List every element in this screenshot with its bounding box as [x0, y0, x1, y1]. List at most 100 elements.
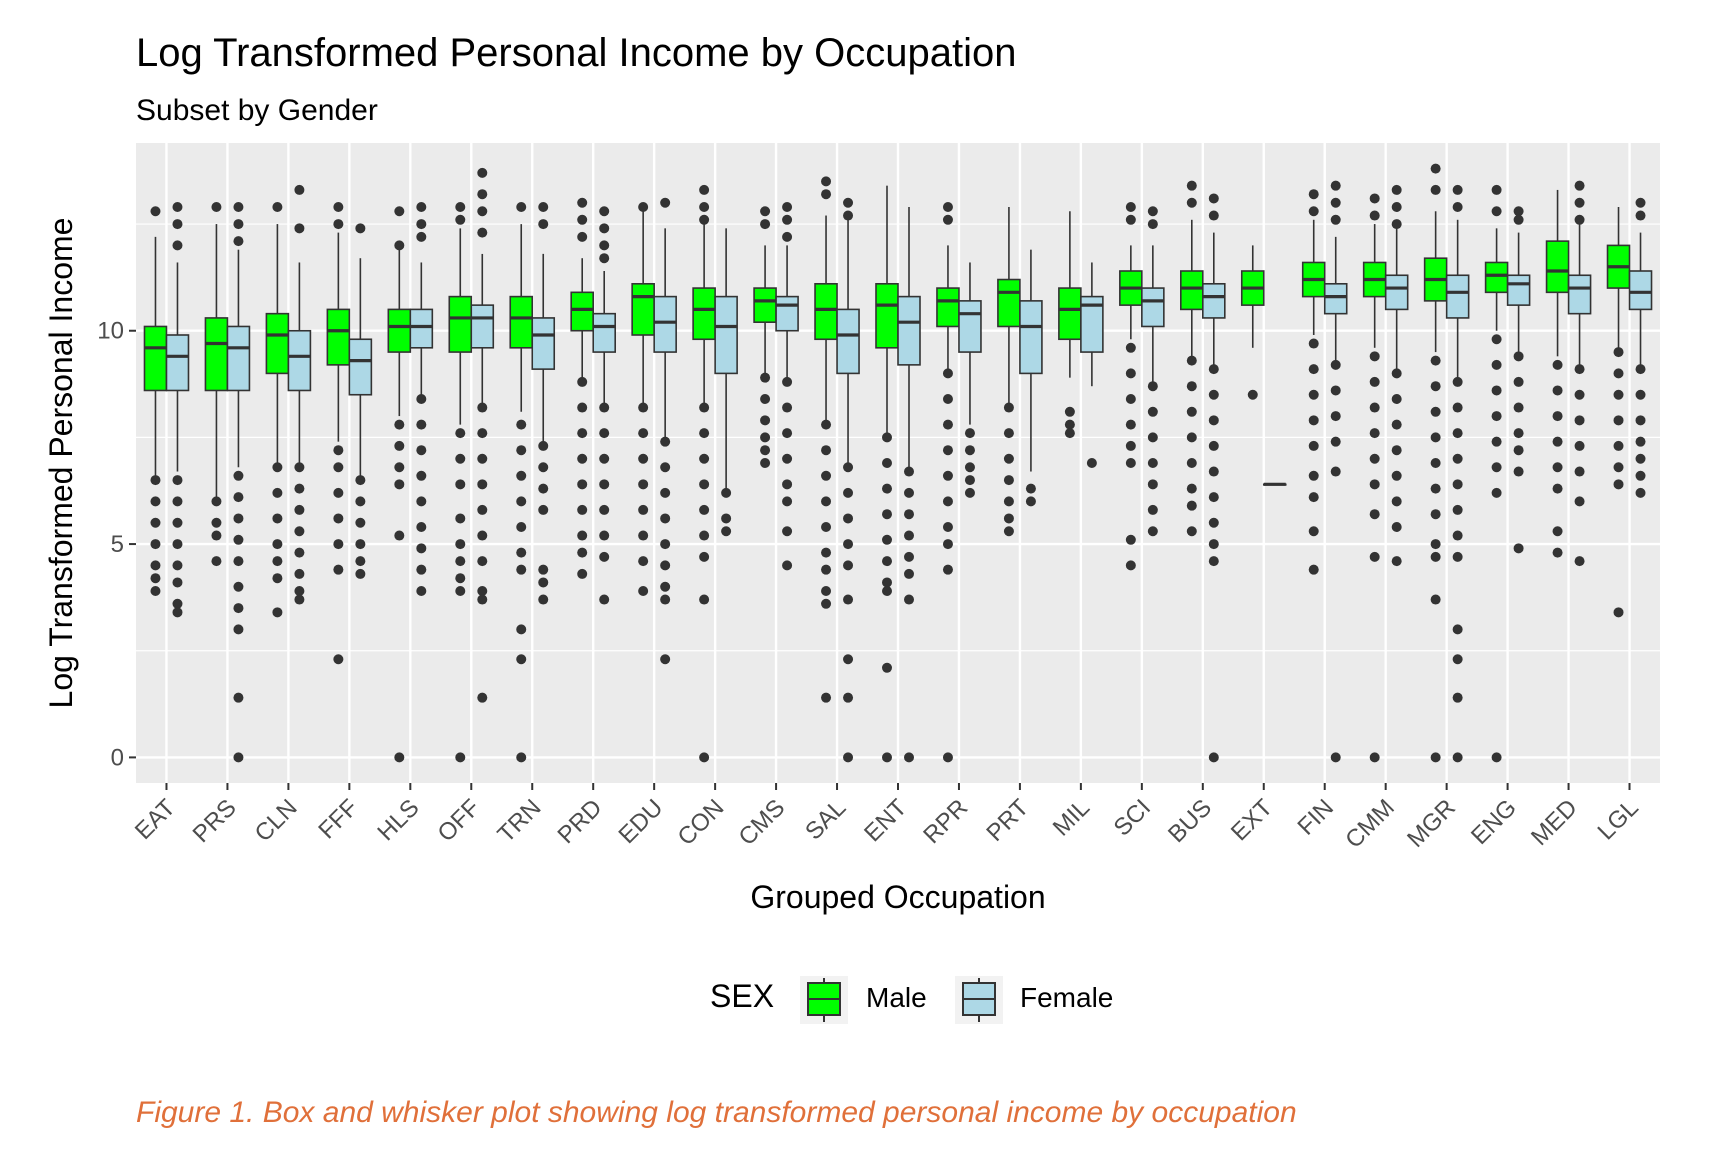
outlier-point [294, 504, 305, 515]
box-iqr [531, 317, 556, 370]
outlier-point [1003, 402, 1014, 413]
outlier-point [1330, 197, 1341, 208]
outlier-point [172, 577, 183, 588]
outlier-point [272, 462, 283, 473]
outlier-point [477, 428, 488, 439]
outlier-point [272, 573, 283, 584]
outlier-point [1147, 219, 1158, 230]
x-tick-label: TRN [493, 794, 547, 848]
box-female-sci [1141, 206, 1165, 537]
outlier-point [721, 526, 732, 537]
outlier-point [1147, 206, 1158, 217]
outlier-point [1613, 347, 1624, 358]
outlier-point [394, 752, 405, 763]
outlier-point [1186, 483, 1197, 494]
outlier-point [782, 560, 793, 571]
outlier-point [699, 752, 710, 763]
outlier-point [416, 470, 427, 481]
outlier-point [1086, 458, 1097, 468]
outlier-point [538, 577, 549, 588]
outlier-point [150, 573, 161, 584]
outlier-point [172, 539, 183, 550]
outlier-point [1391, 219, 1402, 230]
outlier-point [942, 470, 953, 481]
outlier-point [577, 568, 588, 579]
outlier-point [638, 202, 649, 212]
outlier-point [821, 189, 832, 200]
outlier-point [964, 475, 975, 486]
outlier-point [599, 453, 610, 464]
outlier-point [211, 556, 222, 567]
x-tick-label: FFF [313, 794, 363, 844]
outlier-point [1635, 389, 1646, 400]
outlier-point [538, 462, 549, 473]
box-female-prs [226, 202, 251, 763]
outlier-point [150, 560, 161, 571]
outlier-point [172, 598, 183, 609]
outlier-point [333, 539, 344, 550]
box-iqr [1019, 300, 1043, 375]
outlier-point [1308, 440, 1319, 451]
outlier-point [760, 372, 771, 383]
box-iqr [897, 295, 921, 366]
outlier-point [416, 219, 427, 230]
outlier-point [1064, 406, 1075, 417]
box-female-lgl [1628, 197, 1653, 498]
outlier-point [538, 219, 549, 230]
outlier-point [477, 167, 488, 178]
outlier-point [1247, 389, 1258, 400]
box-iqr [1484, 261, 1509, 294]
outlier-point [1574, 364, 1585, 375]
outlier-point [1452, 202, 1463, 212]
outlier-point [455, 214, 466, 225]
outlier-point [1574, 466, 1585, 477]
outlier-point [1003, 526, 1014, 537]
outlier-point [660, 436, 671, 447]
outlier-point [577, 453, 588, 464]
box-male-hls [387, 206, 412, 763]
outlier-point [516, 564, 527, 575]
outlier-point [333, 564, 344, 575]
outlier-point [843, 210, 854, 221]
box-female-trn [531, 202, 556, 605]
outlier-point [577, 504, 588, 515]
box-female-cmm [1384, 184, 1409, 567]
box-male-con [692, 184, 716, 763]
outlier-point [1391, 470, 1402, 481]
box-female-off [470, 167, 495, 703]
outlier-point [1186, 432, 1197, 443]
outlier-point [1635, 197, 1646, 208]
outlier-point [821, 586, 832, 596]
box-iqr [1080, 295, 1104, 353]
outlier-point [1125, 419, 1136, 430]
outlier-point [942, 202, 953, 212]
outlier-point [1491, 436, 1502, 447]
outlier-point [477, 189, 488, 200]
outlier-point [333, 487, 344, 498]
outlier-point [599, 551, 610, 562]
box-male-lgl [1606, 207, 1631, 618]
outlier-point [882, 458, 892, 468]
outlier-point [1208, 440, 1219, 451]
outlier-point [599, 428, 610, 439]
outlier-point [1552, 483, 1563, 494]
outlier-point [1552, 526, 1563, 537]
outlier-point [1330, 180, 1341, 191]
outlier-point [1613, 462, 1624, 473]
outlier-point [699, 453, 710, 464]
box-female-ext [1262, 482, 1287, 486]
outlier-point [1064, 419, 1075, 430]
box-male-prs [204, 202, 229, 567]
outlier-point [1330, 385, 1341, 396]
outlier-point [721, 487, 732, 498]
outlier-point [1491, 184, 1502, 195]
outlier-point [638, 453, 649, 464]
outlier-point [233, 219, 244, 230]
outlier-point [942, 394, 953, 404]
outlier-point [333, 462, 344, 473]
outlier-point [477, 530, 488, 541]
outlier-point [843, 539, 854, 550]
outlier-point [1308, 470, 1319, 481]
outlier-point [782, 496, 793, 507]
outlier-point [1186, 406, 1197, 417]
